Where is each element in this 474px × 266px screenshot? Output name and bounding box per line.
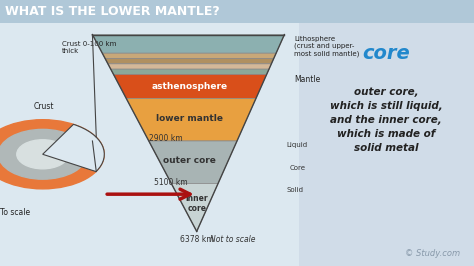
Text: Liquid: Liquid — [287, 142, 308, 148]
FancyBboxPatch shape — [0, 0, 474, 23]
Polygon shape — [111, 69, 269, 74]
Text: 6378 km: 6378 km — [180, 235, 213, 244]
Text: WHAT IS THE LOWER MANTLE?: WHAT IS THE LOWER MANTLE? — [5, 5, 219, 18]
Polygon shape — [114, 74, 266, 98]
Polygon shape — [108, 64, 271, 69]
Polygon shape — [126, 98, 256, 141]
Text: outer core: outer core — [163, 156, 216, 165]
Text: Crust 0-100 km
thick: Crust 0-100 km thick — [62, 41, 116, 54]
Text: Lithosphere
(crust and upper-
most solid mantle): Lithosphere (crust and upper- most solid… — [294, 36, 359, 57]
Circle shape — [0, 120, 104, 189]
Polygon shape — [105, 59, 274, 64]
Circle shape — [0, 129, 87, 179]
Text: asthenosphere: asthenosphere — [152, 82, 228, 91]
Wedge shape — [43, 124, 104, 172]
Text: outer core,
which is still liquid,
and the inner core,
which is made of
solid me: outer core, which is still liquid, and t… — [330, 87, 443, 153]
Text: Core: Core — [290, 165, 306, 171]
Text: Not to scale: Not to scale — [210, 235, 255, 244]
Text: lower mantle: lower mantle — [156, 114, 223, 123]
Text: inner
core: inner core — [185, 194, 208, 213]
Polygon shape — [149, 141, 237, 184]
Text: core: core — [363, 44, 410, 63]
Text: To scale: To scale — [0, 208, 30, 217]
Polygon shape — [102, 53, 276, 59]
Text: © Study.com: © Study.com — [405, 249, 460, 258]
Polygon shape — [92, 35, 284, 53]
FancyBboxPatch shape — [299, 23, 474, 266]
Circle shape — [17, 140, 69, 169]
Text: 5100 km: 5100 km — [154, 178, 187, 187]
Text: Solid: Solid — [287, 187, 304, 193]
Text: Mantle: Mantle — [294, 75, 320, 84]
Text: Crust: Crust — [33, 102, 54, 111]
Text: 2900 km: 2900 km — [149, 134, 182, 143]
Polygon shape — [171, 184, 218, 231]
